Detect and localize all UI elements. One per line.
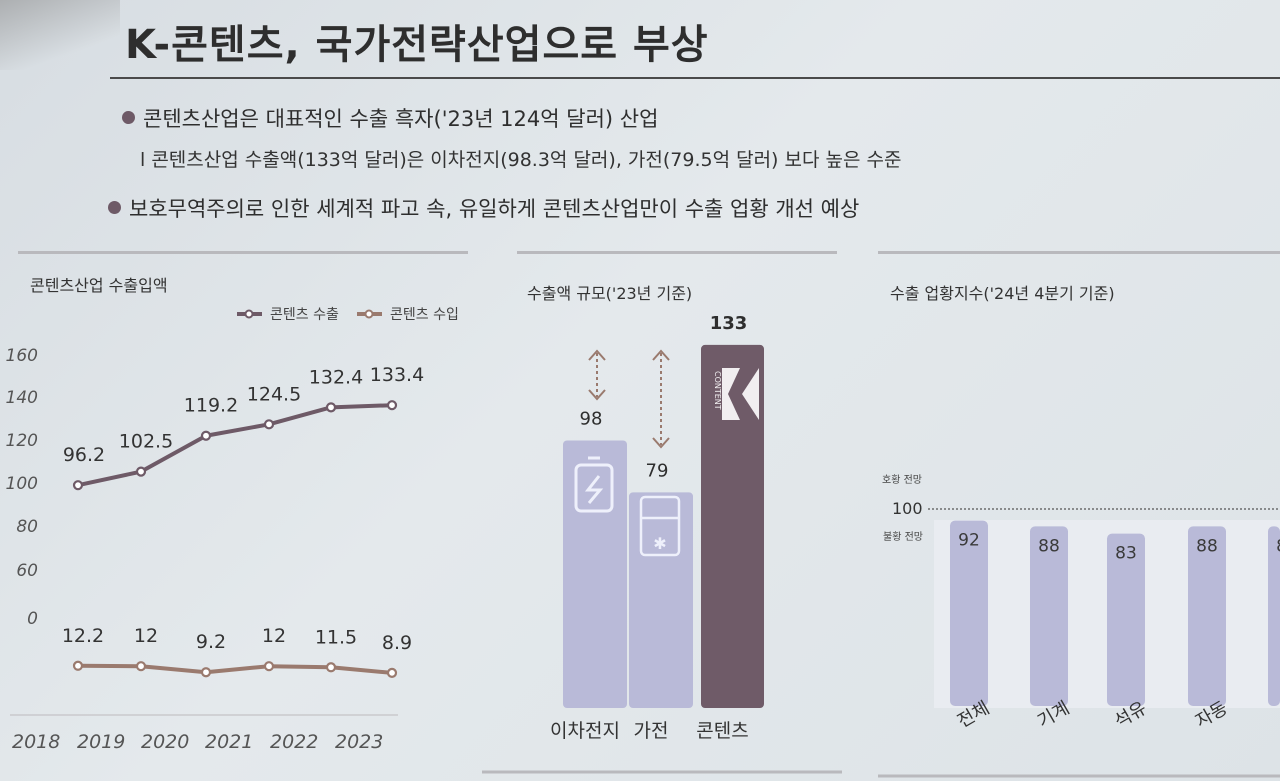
gap-arrow-icon: [652, 349, 670, 449]
chart1-x-axis: 2018 2019 2020 2021 2022 2023: [12, 731, 383, 753]
series-line: [77, 403, 393, 488]
slide-title: K-콘텐츠, 국가전략산업으로 부상: [125, 22, 709, 68]
chart2-title: 수출액 규모('23년 기준): [527, 284, 693, 303]
data-point: [325, 402, 337, 413]
panel1-top-rule: [18, 251, 468, 254]
data-label: 132.4: [309, 366, 363, 388]
data-label: 12: [134, 625, 158, 647]
legend-label-export: 콘텐츠 수출: [270, 307, 339, 323]
bar-chart-export-size: 98 이차전지 79 가전 133 콘텐츠 ✱ CONTENT: [482, 313, 842, 774]
data-label: 102.5: [119, 431, 173, 453]
data-point: [386, 400, 398, 411]
chart3-title: 수출 업황지수('24년 4분기 기준): [890, 284, 1115, 303]
bar-refrigerator: [629, 492, 693, 708]
bullet-text: 보호무역주의로 인한 세계적 파고 속, 유일하게 콘텐츠산업만이 수출 업황 …: [129, 197, 860, 221]
data-point: [135, 466, 147, 477]
bar-k-content-logo: [701, 344, 764, 708]
bar-value-label: 83: [1115, 544, 1137, 564]
y-tick-label: 80: [16, 517, 38, 537]
chart1-title: 콘텐츠산업 수출입액: [30, 276, 168, 295]
index-bar: [1268, 526, 1280, 706]
title-divider: [110, 77, 1280, 79]
series-import: 12.2 12 9.2 12 11.5 8.9: [62, 625, 412, 678]
data-point: [200, 430, 212, 441]
index-bar: [1107, 533, 1145, 706]
bullet-subline: l 콘텐츠산업 수출액(133억 달러)은 이차전지(98.3억 달러), 가전…: [140, 149, 902, 171]
gap-arrow-icon: [588, 349, 606, 401]
y-tick-label: 120: [6, 431, 38, 451]
bar-chart-export-index: 호황 전망 불황 전망 100 92전체88기계83석유88자동88: [878, 474, 1280, 778]
x-tick-label: 2021: [205, 731, 253, 753]
bar-category-label: 이차전지: [550, 720, 620, 742]
index-bar: [950, 520, 988, 706]
bullet-protectionism: 보호무역주의로 인한 세계적 파고 속, 유일하게 콘텐츠산업만이 수출 업황 …: [108, 193, 859, 223]
index-bar: [1188, 526, 1226, 706]
annotation-boom: 호황 전망: [882, 474, 922, 486]
bar-value-label: 79: [646, 460, 669, 481]
series-export: 96.2 102.5 119.2 124.5 132.4 133.4: [63, 364, 424, 491]
logo-text: CONTENT: [713, 371, 722, 410]
data-point: [135, 661, 147, 672]
x-tick-label: 2022: [270, 731, 318, 753]
data-label: 133.4: [370, 364, 424, 386]
panel2-top-rule: [517, 251, 837, 254]
index-bar: [1030, 526, 1068, 706]
bullet-dot-icon: [122, 111, 135, 124]
bullet-text: 콘텐츠산업은 대표적인 수출 흑자('23년 124억 달러) 산업: [143, 107, 659, 131]
data-point: [263, 419, 275, 430]
data-label: 9.2: [196, 631, 226, 653]
data-label: 96.2: [63, 444, 105, 466]
k-content-logo-icon: CONTENT: [713, 368, 759, 420]
chart1-legend: 콘텐츠 수출 콘텐츠 수입: [237, 307, 459, 323]
slide-edge-shadow: [0, 0, 120, 70]
line-chart-trade: 콘텐츠 수출 콘텐츠 수입 160 140 120 100 80 60 0 96.2 102.…: [6, 307, 459, 753]
bar-value-label: 92: [958, 531, 980, 551]
data-point: [200, 667, 212, 678]
data-label: 11.5: [315, 626, 357, 648]
x-tick-label: 2023: [335, 731, 383, 753]
refrigerator-icon: ✱: [639, 495, 681, 557]
series-line: [77, 663, 393, 675]
bar-category-label: 가전: [634, 720, 669, 742]
legend-marker-import: [364, 309, 374, 319]
y-tick-label: 60: [16, 561, 38, 581]
panel3-top-rule: [878, 251, 1280, 254]
annotation-slump: 불황 전망: [883, 531, 923, 543]
data-label: 119.2: [184, 395, 238, 417]
data-label: 12: [262, 625, 286, 647]
data-point: [386, 667, 398, 678]
data-point: [72, 660, 84, 671]
data-point: [72, 480, 84, 491]
data-point: [325, 662, 337, 673]
bullet-dot-icon: [108, 201, 121, 214]
bar-value-label: 98: [580, 408, 603, 429]
bar-value-label: 88: [1276, 536, 1280, 556]
y-tick-label: 140: [6, 388, 38, 408]
data-label: 124.5: [247, 383, 301, 405]
svg-text:✱: ✱: [653, 534, 666, 553]
data-label: 8.9: [382, 632, 412, 654]
bar-value-label: 88: [1196, 536, 1218, 556]
legend-marker-export: [244, 309, 254, 319]
data-point: [263, 661, 275, 672]
chart3-bars: 92전체88기계83석유88자동88: [950, 520, 1280, 732]
chart2-bars: 98 이차전지 79 가전 133 콘텐츠 ✱ CONTENT: [550, 313, 764, 742]
y-tick-label: 0: [27, 609, 38, 629]
legend-label-import: 콘텐츠 수입: [390, 307, 459, 323]
y-tick-label: 100: [6, 474, 38, 494]
chart1-y-axis: 160 140 120 100 80 60 0: [6, 346, 38, 629]
bar-value-label: 88: [1038, 536, 1060, 556]
reference-label: 100: [892, 499, 923, 518]
bullet-export-surplus: 콘텐츠산업은 대표적인 수출 흑자('23년 124억 달러) 산업: [122, 103, 658, 133]
y-tick-label: 160: [6, 346, 38, 366]
x-tick-label: 2020: [141, 731, 189, 753]
bar-value-label: 133: [710, 313, 748, 334]
chart2-gap-arrows: [588, 349, 670, 449]
x-tick-label: 2019: [77, 731, 125, 753]
x-tick-label: 2018: [12, 731, 60, 753]
battery-icon: [574, 456, 614, 513]
bar-category-label: 콘텐츠: [696, 720, 748, 742]
data-label: 12.2: [62, 625, 104, 647]
